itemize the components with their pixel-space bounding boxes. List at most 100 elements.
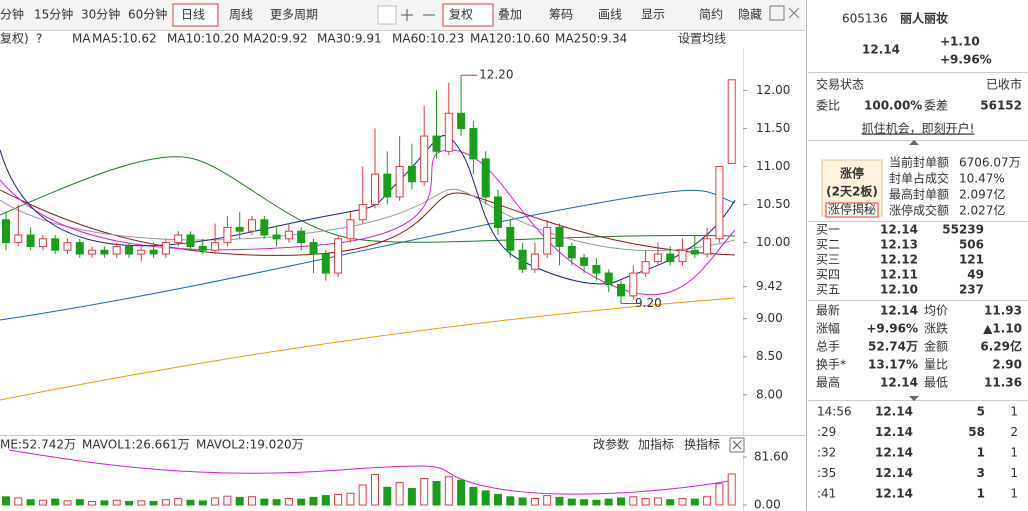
stat-label: 最高 (816, 375, 840, 390)
vol-bar (2, 496, 10, 506)
vol-legend: MAVOL1:26.661万 (82, 438, 190, 452)
vol-bar (518, 497, 527, 506)
stat-label: 金额 (924, 339, 948, 354)
vol-bar (211, 497, 220, 506)
toolbar-button[interactable]: 复权 (449, 8, 473, 22)
book-vol: 49 (967, 268, 984, 282)
tab[interactable]: 周线 (229, 8, 253, 22)
icon-close[interactable] (788, 7, 800, 19)
vol-button[interactable]: 改参数 (593, 437, 629, 452)
book-price: 12.14 (880, 223, 918, 237)
vol-legend: MAVOL2:19.020万 (196, 438, 304, 452)
value: 56152 (980, 99, 1022, 113)
limit-reveal[interactable]: 涨停揭秘 (828, 202, 876, 217)
vol-bar (555, 496, 564, 506)
vol-bar (309, 496, 318, 506)
tab[interactable]: 30分钟 (81, 7, 120, 22)
tab[interactable]: 60分钟 (128, 7, 167, 22)
candle-body (432, 135, 441, 152)
pct: +9.96% (940, 53, 992, 67)
price-label: 8.00 (756, 387, 783, 401)
vol-bar (641, 498, 650, 506)
help[interactable]: ? (36, 32, 42, 46)
ma-settings[interactable]: 设置均线 (678, 32, 726, 46)
candle-body (666, 253, 675, 263)
vol-bar (543, 495, 552, 506)
price-label: 10.50 (756, 197, 790, 211)
vol-bar (703, 496, 712, 506)
candle-body (444, 112, 453, 152)
candle-body (248, 219, 256, 232)
label: 委差 (924, 99, 948, 113)
candle-body (125, 245, 133, 255)
stat-label: 涨幅 (816, 321, 840, 336)
vol-bar (161, 499, 170, 506)
tick-count: 1 (1010, 405, 1018, 419)
limit-value: 6706.07万 (959, 156, 1021, 170)
price-label: 10.00 (756, 235, 790, 249)
tab[interactable]: 分钟 (0, 7, 24, 22)
tick-price: 12.14 (875, 405, 913, 419)
ma: MA (72, 32, 91, 46)
tick-vol: 58 (968, 425, 985, 439)
vol-close-x[interactable] (732, 440, 742, 450)
toolbar-button[interactable]: 简约 (699, 7, 723, 22)
toolbar-button[interactable]: 叠加 (498, 8, 522, 22)
tab[interactable]: 15分钟 (34, 7, 73, 22)
toolbar-button[interactable]: 隐藏 (738, 8, 762, 22)
legend-prefix: 复权) (0, 32, 29, 46)
vol-bar (14, 497, 23, 506)
icon-box[interactable] (377, 5, 397, 25)
tab[interactable]: 更多周期 (270, 8, 318, 22)
toolbar-button[interactable]: 显示 (641, 8, 665, 22)
toolbar-button[interactable]: 画线 (598, 8, 622, 22)
ma250-line (0, 297, 736, 401)
candle-body (420, 135, 429, 183)
vol-bar (407, 488, 416, 506)
price-label: 12.00 (756, 83, 790, 97)
vol-bar (604, 498, 613, 506)
candle-body (112, 245, 121, 255)
ad-link[interactable]: 抓住机会，即刻开户! (862, 121, 975, 136)
stat-value: 13.17% (868, 358, 918, 372)
vol-button[interactable]: 加指标 (638, 437, 674, 452)
candle-body (530, 253, 539, 270)
stat-value: 6.29亿 (980, 339, 1022, 354)
vol-bar (580, 499, 589, 506)
tick-vol: 3 (977, 466, 985, 480)
stat-value: 11.93 (984, 304, 1022, 318)
stat-label: 最低 (924, 376, 948, 390)
vol-bar (297, 498, 306, 506)
limit-value: 2.097亿 (959, 187, 1005, 202)
tab[interactable]: 日线 (181, 8, 205, 22)
book-label: 买四 (816, 268, 840, 282)
stat-value: +9.96% (866, 322, 918, 336)
candle-body (346, 219, 355, 240)
tick-count: 1 (1010, 466, 1018, 480)
book-vol: 121 (959, 253, 984, 267)
limit-boards: (2天2板) (826, 184, 878, 199)
book-label: 买三 (816, 253, 840, 267)
tick-time: 14:56 (817, 405, 852, 419)
vol-bar (432, 480, 441, 506)
candle-body (371, 173, 379, 206)
vol-bar (248, 496, 256, 506)
toolbar-button[interactable]: 筹码 (549, 8, 573, 22)
vol-bar (235, 496, 244, 506)
candle-body (506, 226, 515, 251)
limit-title: 涨停 (840, 166, 864, 181)
icon-restore[interactable] (769, 5, 785, 21)
icon-plus[interactable] (401, 9, 413, 21)
vol-bar (198, 500, 207, 506)
limit-label: 涨停成交额 (889, 203, 949, 218)
reveal-btn[interactable] (825, 202, 879, 218)
vol-button[interactable]: 换指标 (684, 437, 720, 452)
tick-price: 12.14 (875, 425, 913, 439)
candle-body (653, 253, 662, 263)
vol-close[interactable] (729, 437, 745, 453)
tick-count: 2 (1010, 425, 1018, 439)
book-price: 12.10 (880, 283, 918, 297)
candle-body (211, 242, 220, 251)
vol-bar (186, 499, 195, 506)
limit-value: 2.027亿 (959, 203, 1005, 218)
